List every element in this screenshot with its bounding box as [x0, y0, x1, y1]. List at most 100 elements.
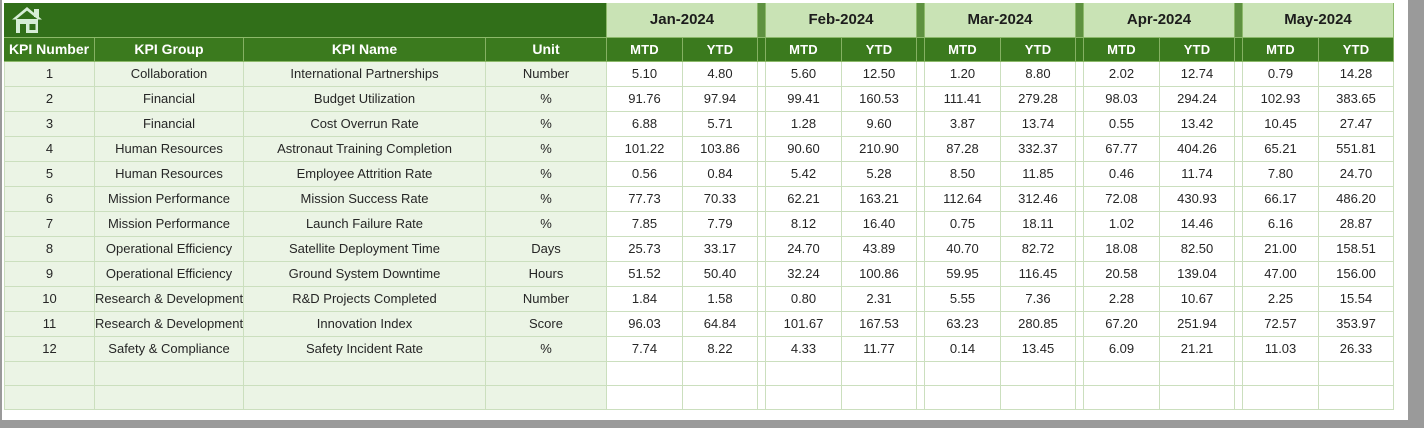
separator-cell[interactable]	[1076, 237, 1084, 262]
cell-mtd-value[interactable]: 91.76	[607, 87, 683, 112]
cell-mtd-value[interactable]: 67.77	[1084, 137, 1160, 162]
separator-cell[interactable]	[758, 262, 766, 287]
cell-ytd-value[interactable]: 97.94	[683, 87, 758, 112]
cell-mtd-value[interactable]: 18.08	[1084, 237, 1160, 262]
cell-unit[interactable]: %	[486, 137, 607, 162]
separator-cell[interactable]	[1076, 386, 1084, 410]
cell-ytd-value[interactable]: 11.77	[842, 337, 917, 362]
month-header-feb[interactable]: Feb-2024	[766, 3, 917, 38]
cell-kpi-group[interactable]: Research & Development	[95, 287, 244, 312]
separator-cell[interactable]	[917, 287, 925, 312]
cell-ytd-value[interactable]	[1319, 386, 1394, 410]
month-header-may[interactable]: May-2024	[1243, 3, 1394, 38]
separator-cell[interactable]	[758, 162, 766, 187]
cell-ytd-value[interactable]: 8.22	[683, 337, 758, 362]
header-kpi-number[interactable]: KPI Number	[4, 38, 95, 62]
cell-kpi-name[interactable]: R&D Projects Completed	[244, 287, 486, 312]
cell-unit[interactable]	[486, 386, 607, 410]
cell-kpi-number[interactable]: 9	[4, 262, 95, 287]
cell-kpi-group[interactable]: Safety & Compliance	[95, 337, 244, 362]
cell-mtd-value[interactable]: 40.70	[925, 237, 1001, 262]
cell-ytd-value[interactable]: 27.47	[1319, 112, 1394, 137]
header-ytd[interactable]: YTD	[1319, 38, 1394, 62]
cell-mtd-value[interactable]: 111.41	[925, 87, 1001, 112]
separator-cell[interactable]	[1235, 337, 1243, 362]
separator-cell[interactable]	[1235, 237, 1243, 262]
cell-kpi-name[interactable]: Cost Overrun Rate	[244, 112, 486, 137]
separator-cell[interactable]	[917, 62, 925, 87]
cell-mtd-value[interactable]: 0.14	[925, 337, 1001, 362]
cell-kpi-name[interactable]: Ground System Downtime	[244, 262, 486, 287]
cell-ytd-value[interactable]: 82.50	[1160, 237, 1235, 262]
cell-mtd-value[interactable]: 25.73	[607, 237, 683, 262]
cell-ytd-value[interactable]: 14.46	[1160, 212, 1235, 237]
cell-ytd-value[interactable]: 14.28	[1319, 62, 1394, 87]
cell-mtd-value[interactable]: 87.28	[925, 137, 1001, 162]
separator-cell[interactable]	[758, 337, 766, 362]
cell-mtd-value[interactable]	[1084, 386, 1160, 410]
separator-cell[interactable]	[1235, 112, 1243, 137]
cell-mtd-value[interactable]	[1243, 362, 1319, 386]
cell-kpi-number[interactable]	[4, 386, 95, 410]
separator-cell[interactable]	[1235, 287, 1243, 312]
cell-ytd-value[interactable]: 82.72	[1001, 237, 1076, 262]
cell-ytd-value[interactable]: 9.60	[842, 112, 917, 137]
cell-ytd-value[interactable]: 312.46	[1001, 187, 1076, 212]
cell-ytd-value[interactable]: 100.86	[842, 262, 917, 287]
cell-mtd-value[interactable]: 0.79	[1243, 62, 1319, 87]
cell-mtd-value[interactable]	[925, 362, 1001, 386]
cell-mtd-value[interactable]: 101.22	[607, 137, 683, 162]
separator-cell[interactable]	[917, 262, 925, 287]
separator-cell[interactable]	[917, 386, 925, 410]
separator-cell[interactable]	[1076, 137, 1084, 162]
header-ytd[interactable]: YTD	[683, 38, 758, 62]
cell-kpi-number[interactable]: 5	[4, 162, 95, 187]
cell-ytd-value[interactable]: 404.26	[1160, 137, 1235, 162]
cell-mtd-value[interactable]: 0.46	[1084, 162, 1160, 187]
cell-ytd-value[interactable]: 167.53	[842, 312, 917, 337]
cell-ytd-value[interactable]: 116.45	[1001, 262, 1076, 287]
cell-ytd-value[interactable]	[1160, 362, 1235, 386]
cell-mtd-value[interactable]: 102.93	[1243, 87, 1319, 112]
cell-mtd-value[interactable]: 0.80	[766, 287, 842, 312]
cell-kpi-group[interactable]: Human Resources	[95, 162, 244, 187]
cell-ytd-value[interactable]: 1.58	[683, 287, 758, 312]
cell-mtd-value[interactable]: 11.03	[1243, 337, 1319, 362]
cell-ytd-value[interactable]: 280.85	[1001, 312, 1076, 337]
cell-ytd-value[interactable]: 486.20	[1319, 187, 1394, 212]
cell-unit[interactable]: Hours	[486, 262, 607, 287]
cell-kpi-name[interactable]: Launch Failure Rate	[244, 212, 486, 237]
cell-mtd-value[interactable]: 72.57	[1243, 312, 1319, 337]
cell-ytd-value[interactable]	[842, 386, 917, 410]
cell-ytd-value[interactable]	[683, 362, 758, 386]
cell-kpi-number[interactable]: 11	[4, 312, 95, 337]
month-header-mar[interactable]: Mar-2024	[925, 3, 1076, 38]
cell-kpi-name[interactable]: Astronaut Training Completion	[244, 137, 486, 162]
cell-kpi-number[interactable]	[4, 362, 95, 386]
cell-kpi-group[interactable]: Human Resources	[95, 137, 244, 162]
cell-ytd-value[interactable]: 4.80	[683, 62, 758, 87]
cell-mtd-value[interactable]: 2.02	[1084, 62, 1160, 87]
cell-kpi-group[interactable]: Collaboration	[95, 62, 244, 87]
cell-mtd-value[interactable]: 32.24	[766, 262, 842, 287]
cell-kpi-number[interactable]: 6	[4, 187, 95, 212]
cell-mtd-value[interactable]: 4.33	[766, 337, 842, 362]
cell-ytd-value[interactable]: 11.85	[1001, 162, 1076, 187]
month-header-jan[interactable]: Jan-2024	[607, 3, 758, 38]
cell-kpi-name[interactable]: International Partnerships	[244, 62, 486, 87]
cell-ytd-value[interactable]: 13.45	[1001, 337, 1076, 362]
cell-mtd-value[interactable]: 6.16	[1243, 212, 1319, 237]
cell-ytd-value[interactable]: 353.97	[1319, 312, 1394, 337]
cell-kpi-group[interactable]: Financial	[95, 87, 244, 112]
separator-cell[interactable]	[1076, 112, 1084, 137]
separator-cell[interactable]	[758, 362, 766, 386]
cell-kpi-name[interactable]: Mission Success Rate	[244, 187, 486, 212]
separator-cell[interactable]	[1235, 187, 1243, 212]
cell-mtd-value[interactable]	[925, 386, 1001, 410]
cell-kpi-group[interactable]: Mission Performance	[95, 187, 244, 212]
cell-kpi-name[interactable]: Employee Attrition Rate	[244, 162, 486, 187]
separator-cell[interactable]	[917, 237, 925, 262]
separator-cell[interactable]	[1076, 187, 1084, 212]
separator-cell[interactable]	[917, 312, 925, 337]
cell-ytd-value[interactable]: 2.31	[842, 287, 917, 312]
